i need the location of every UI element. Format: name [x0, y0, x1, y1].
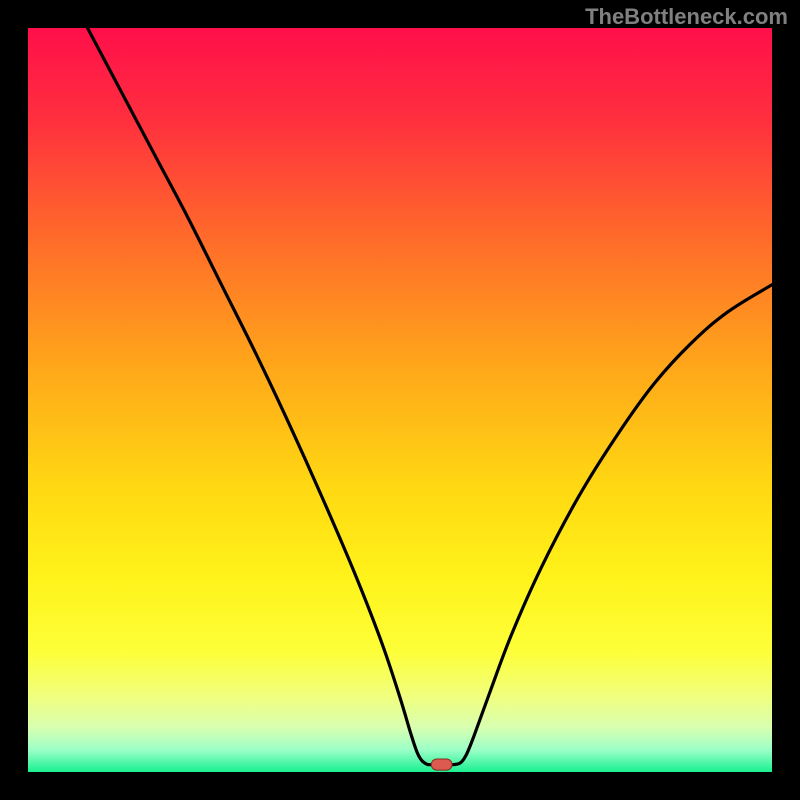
- plot-background: [28, 28, 772, 772]
- bottleneck-chart: [0, 0, 800, 800]
- source-watermark: TheBottleneck.com: [585, 4, 788, 30]
- optimum-marker: [431, 759, 452, 770]
